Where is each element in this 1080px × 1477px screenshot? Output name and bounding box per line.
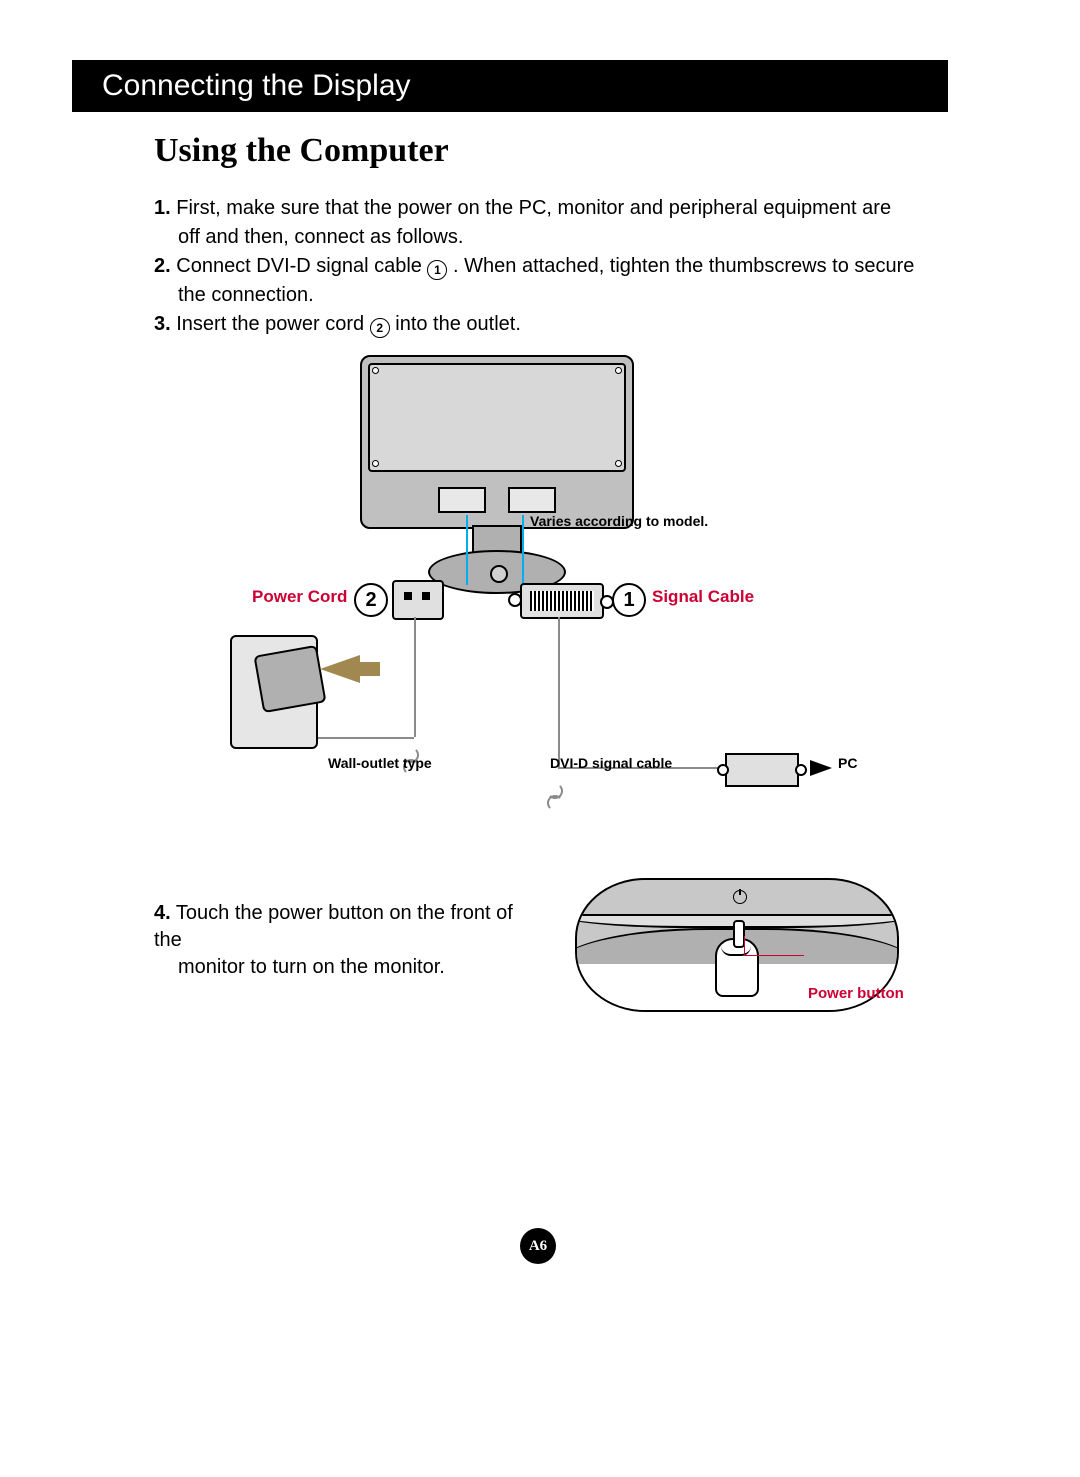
dvi-plug-icon [520, 583, 604, 619]
monitor-screen [368, 363, 626, 472]
cable-highlight-left [466, 515, 468, 585]
pc-arrow-icon [810, 760, 832, 776]
header-title: Connecting the Display [102, 69, 411, 103]
step-3: 3. Insert the power cord 2 into the outl… [154, 311, 924, 338]
circled-2-big: 2 [354, 583, 388, 617]
signal-cable-label: Signal Cable [652, 587, 754, 607]
ac-plug-icon [392, 580, 444, 620]
dvi-cable-text: DVI-D signal cable [550, 755, 672, 771]
section-title: Using the Computer [154, 132, 449, 170]
steps-list: 1. First, make sure that the power on th… [154, 195, 924, 340]
step-num: 2. [154, 255, 171, 277]
monitor-port-dvi [508, 487, 556, 513]
wall-outlet-text: Wall-outlet type [328, 755, 432, 771]
insert-arrow-icon [320, 655, 360, 683]
power-cord-line [414, 617, 416, 737]
monitor-stand-neck [472, 525, 522, 553]
step-text: Insert the power cord [176, 313, 369, 335]
connection-diagram: Varies according to model. Power Cord 2 … [170, 355, 890, 835]
power-cord-label: Power Cord [252, 587, 347, 607]
page-number-badge: A6 [520, 1228, 556, 1264]
monitor-icon [360, 355, 634, 529]
cord-squiggle-icon [551, 783, 563, 807]
circled-1-big: 1 [612, 583, 646, 617]
step-num: 1. [154, 197, 171, 219]
power-icon [733, 890, 747, 904]
step-2: 2. Connect DVI-D signal cable 1 . When a… [154, 253, 924, 280]
step-text: First, make sure that the power on the P… [176, 197, 891, 219]
step-2b: the connection. [178, 282, 924, 309]
step-num: 3. [154, 313, 171, 335]
step-num: 4. [154, 902, 171, 924]
step-1: 1. First, make sure that the power on th… [154, 195, 924, 222]
hand-icon [715, 938, 759, 997]
step-4: 4. Touch the power button on the front o… [154, 900, 544, 981]
cable-highlight-right [522, 515, 524, 585]
step-text: into the outlet. [395, 313, 521, 335]
monitor-port-power [438, 487, 486, 513]
varies-note: Varies according to model. [530, 513, 708, 529]
dvi-cord-line [558, 617, 560, 767]
pc-text: PC [838, 755, 857, 771]
power-button-label: Power button [808, 985, 904, 1002]
step-text: Touch the power button on the front of t… [154, 902, 513, 951]
step-1b: off and then, connect as follows. [178, 224, 924, 251]
step-text: Connect DVI-D signal cable [176, 255, 427, 277]
callout-line [744, 955, 804, 956]
dvi-connector-icon [725, 753, 799, 787]
wall-plug-icon [253, 645, 326, 713]
step-text: monitor to turn on the monitor. [178, 954, 445, 981]
circled-2-icon: 2 [370, 318, 390, 338]
header-bar: Connecting the Display [72, 60, 948, 112]
circled-1-icon: 1 [427, 260, 447, 280]
step-text: . When attached, tighten the thumbscrews… [453, 255, 914, 277]
